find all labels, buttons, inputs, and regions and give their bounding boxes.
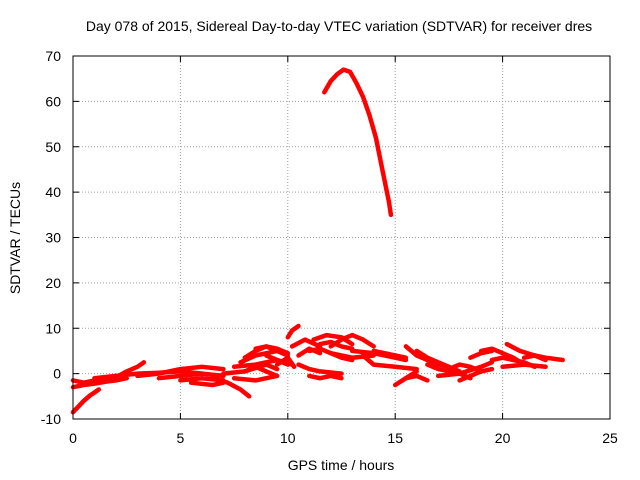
- y-tick-label: 20: [45, 275, 61, 291]
- y-tick-label: 30: [45, 230, 61, 246]
- data-series-t01: [70, 387, 102, 415]
- data-series-t21: [289, 337, 323, 349]
- data-series-t09: [188, 380, 226, 388]
- data-series-t35: [403, 373, 430, 383]
- data-series-t12: [231, 373, 280, 383]
- data-series-t44: [500, 362, 548, 370]
- y-tick-label: 50: [45, 139, 61, 155]
- data-series-t19: [274, 355, 297, 370]
- data-series-t47: [322, 67, 394, 218]
- data-series-t40: [457, 366, 495, 383]
- data-series-t26: [311, 332, 355, 347]
- x-axis-label: GPS time / hours: [288, 457, 395, 473]
- data-series-t18: [264, 353, 291, 367]
- y-tick-label: 70: [45, 48, 61, 64]
- data-series-t28: [328, 332, 376, 349]
- data-series-t24: [307, 373, 344, 381]
- data-series-t10: [210, 375, 252, 399]
- chart-title: Day 078 of 2015, Sidereal Day-to-day VTE…: [86, 18, 592, 34]
- x-tick-label: 0: [69, 430, 77, 446]
- y-tick-label: 60: [45, 93, 61, 109]
- x-tick-label: 20: [495, 430, 511, 446]
- y-tick-label: -10: [41, 411, 61, 427]
- data-series-t38: [435, 360, 495, 379]
- data-series-t31: [360, 353, 419, 372]
- x-tick-label: 5: [177, 430, 185, 446]
- data-series-t15: [242, 364, 280, 379]
- x-tick-label: 15: [387, 430, 403, 446]
- data-series-t06: [135, 364, 226, 379]
- y-tick-label: 10: [45, 320, 61, 336]
- x-tick-label: 25: [602, 430, 618, 446]
- data-series-t46: [521, 353, 565, 363]
- data-series-t32: [371, 348, 409, 360]
- y-tick-label: 0: [53, 366, 61, 382]
- data-series-t05: [113, 360, 147, 380]
- data-series-t03: [70, 375, 129, 390]
- y-tick-label: 40: [45, 184, 61, 200]
- data-series-t07: [156, 371, 226, 381]
- y-axis-label: SDTVAR / TECUs: [7, 182, 23, 294]
- data-series-t17: [253, 344, 280, 354]
- x-tick-label: 10: [280, 430, 296, 446]
- data-series-t20: [285, 323, 301, 340]
- data-series-t39: [446, 362, 484, 374]
- data-series-t23: [296, 362, 344, 376]
